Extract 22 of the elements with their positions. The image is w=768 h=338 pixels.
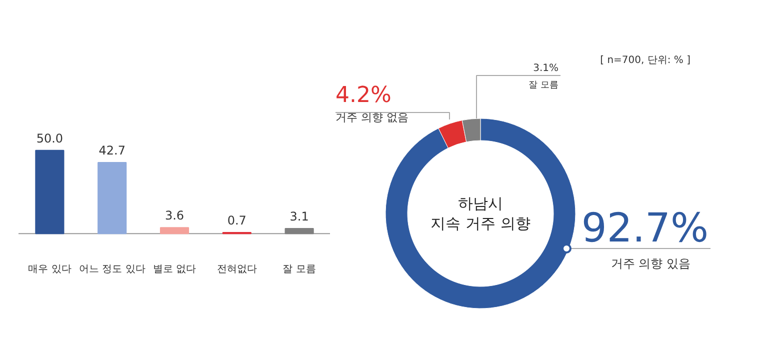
x-tick-label: 잘 모름 <box>282 264 316 276</box>
x-tick-label: 별로 없다 <box>152 264 196 276</box>
data-label: 4.2% <box>336 83 392 108</box>
text: [ n=700, 단위: % ] <box>600 55 691 66</box>
data-label: 3.6 <box>164 208 184 223</box>
slice-label: 거주 의향 있음 <box>610 256 691 270</box>
slice-label: 잘 모름 <box>528 80 559 90</box>
data-label: 3.1 <box>290 209 309 224</box>
text: 하남시 지속 거주 의향 <box>430 194 530 232</box>
bar <box>160 227 190 234</box>
data-label: 3.1% <box>533 63 558 74</box>
x-tick-label: 전혀없다 <box>216 264 257 276</box>
bar <box>284 228 314 234</box>
data-label: 0.7 <box>227 213 246 228</box>
x-tick-label: 매우 있다 <box>28 264 72 276</box>
slice-label: 거주 의향 없음 <box>336 111 408 124</box>
bar <box>35 150 64 234</box>
data-label: 50.0 <box>36 131 64 146</box>
bar <box>98 162 127 234</box>
data-label: 42.7 <box>98 144 126 158</box>
data-label: 92.7% <box>581 206 709 252</box>
x-tick-label: 어느 정도 있다 <box>78 264 146 276</box>
